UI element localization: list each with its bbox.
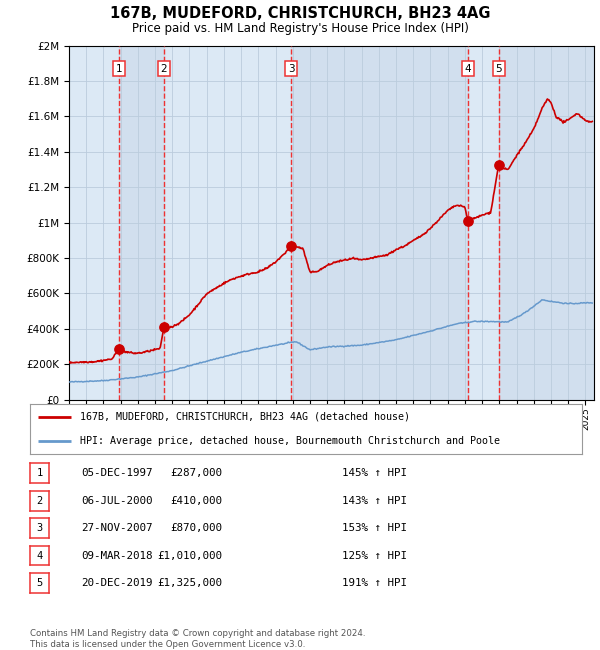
Text: 145% ↑ HPI: 145% ↑ HPI — [342, 468, 407, 478]
Bar — [291, 46, 468, 400]
Text: 27-NOV-2007: 27-NOV-2007 — [81, 523, 152, 533]
Text: 4: 4 — [464, 64, 472, 73]
Text: Price paid vs. HM Land Registry's House Price Index (HPI): Price paid vs. HM Land Registry's House … — [131, 22, 469, 35]
Text: 143% ↑ HPI: 143% ↑ HPI — [342, 496, 407, 506]
Text: 1: 1 — [37, 468, 43, 478]
Bar — [499, 46, 594, 400]
Text: 06-JUL-2000: 06-JUL-2000 — [81, 496, 152, 506]
Text: £287,000: £287,000 — [170, 468, 222, 478]
Point — [463, 216, 473, 226]
Text: 1: 1 — [116, 64, 122, 73]
Text: 09-MAR-2018: 09-MAR-2018 — [81, 551, 152, 560]
Text: HPI: Average price, detached house, Bournemouth Christchurch and Poole: HPI: Average price, detached house, Bour… — [80, 436, 500, 447]
Text: 125% ↑ HPI: 125% ↑ HPI — [342, 551, 407, 560]
Point — [159, 322, 169, 332]
Text: 153% ↑ HPI: 153% ↑ HPI — [342, 523, 407, 533]
Text: 05-DEC-1997: 05-DEC-1997 — [81, 468, 152, 478]
Text: £870,000: £870,000 — [170, 523, 222, 533]
Text: 3: 3 — [288, 64, 295, 73]
Text: 5: 5 — [496, 64, 502, 73]
Text: 191% ↑ HPI: 191% ↑ HPI — [342, 578, 407, 588]
Point — [286, 240, 296, 251]
Text: 2: 2 — [161, 64, 167, 73]
Text: 2: 2 — [37, 496, 43, 506]
Text: 167B, MUDEFORD, CHRISTCHURCH, BH23 4AG: 167B, MUDEFORD, CHRISTCHURCH, BH23 4AG — [110, 6, 490, 21]
Text: £1,010,000: £1,010,000 — [157, 551, 222, 560]
Point — [115, 344, 124, 354]
Text: 3: 3 — [37, 523, 43, 533]
Text: 167B, MUDEFORD, CHRISTCHURCH, BH23 4AG (detached house): 167B, MUDEFORD, CHRISTCHURCH, BH23 4AG (… — [80, 411, 410, 422]
Bar — [119, 46, 164, 400]
Text: £410,000: £410,000 — [170, 496, 222, 506]
Text: Contains HM Land Registry data © Crown copyright and database right 2024.
This d: Contains HM Land Registry data © Crown c… — [30, 629, 365, 649]
Text: 20-DEC-2019: 20-DEC-2019 — [81, 578, 152, 588]
Point — [494, 160, 503, 170]
Text: 5: 5 — [37, 578, 43, 588]
Text: 4: 4 — [37, 551, 43, 560]
Text: £1,325,000: £1,325,000 — [157, 578, 222, 588]
